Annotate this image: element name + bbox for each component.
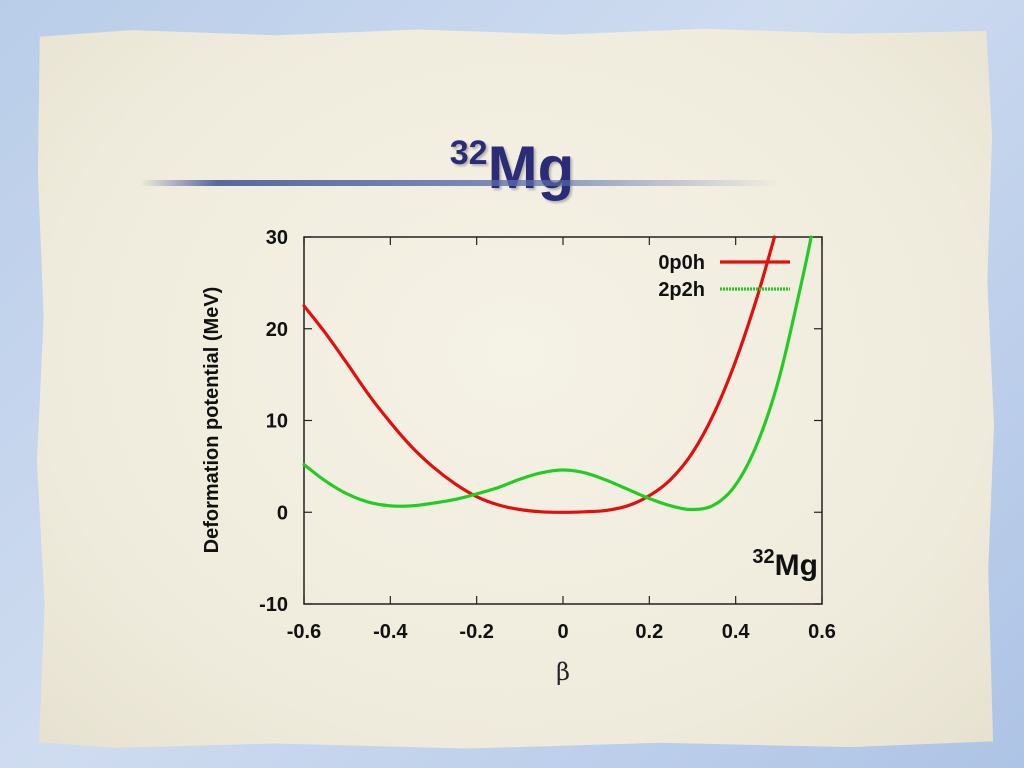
x-tick-label: 0 <box>557 621 568 643</box>
x-tick-label: -0.6 <box>287 621 321 643</box>
nucleus-annotation: 32Mg <box>752 546 818 582</box>
y-tick-label: -10 <box>259 594 288 616</box>
series-line-2p2h <box>302 235 813 512</box>
y-tick-label: 20 <box>266 319 288 341</box>
legend: 0p0h 2p2h <box>658 252 790 301</box>
y-tick-label: 10 <box>266 411 288 433</box>
x-axis: -0.6 -0.4 -0.2 0 0.2 0.4 0.6 <box>287 237 836 643</box>
plot-frame <box>303 236 823 605</box>
legend-label-2p2h: 2p2h <box>658 279 705 301</box>
annotation-mass-number: 32 <box>752 546 774 568</box>
legend-label-0p0h: 0p0h <box>658 252 705 274</box>
x-tick-label: 0.2 <box>635 621 663 643</box>
annotation-element: Mg <box>775 549 818 582</box>
slide-title: 32Mg <box>0 118 1024 203</box>
paper-background <box>36 28 994 749</box>
title-element: Mg <box>487 134 575 201</box>
x-tick-label: 0.6 <box>808 621 836 643</box>
x-axis-label: β <box>556 658 570 686</box>
title-underline <box>140 180 780 186</box>
x-tick-label: -0.4 <box>373 621 408 643</box>
y-axis: -10 0 10 20 30 <box>259 227 822 616</box>
series-line-0p0h <box>302 235 777 514</box>
y-tick-label: 0 <box>277 502 288 524</box>
x-tick-label: 0.4 <box>722 621 751 643</box>
y-axis-label: Deformation potential (MeV) <box>201 287 223 554</box>
y-tick-label: 30 <box>266 227 288 249</box>
title-mass-number: 32 <box>449 134 488 172</box>
series-group <box>302 235 813 514</box>
x-tick-label: -0.2 <box>459 621 493 643</box>
